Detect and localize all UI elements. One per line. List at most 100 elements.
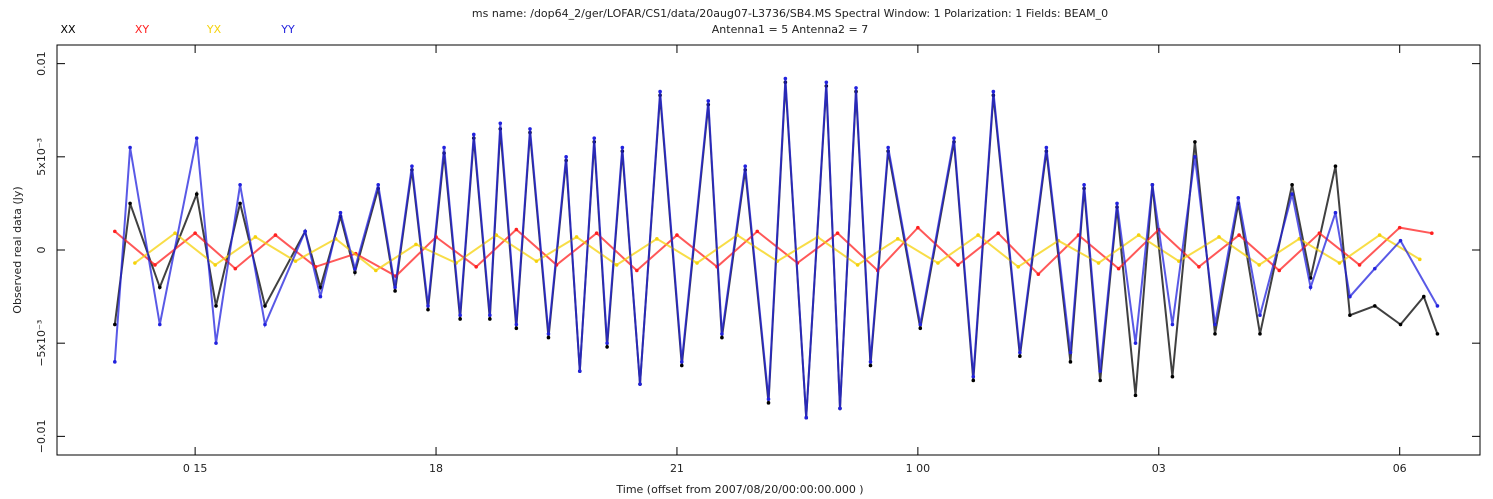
data-point xyxy=(614,263,619,267)
data-point xyxy=(1197,264,1201,269)
data-point xyxy=(868,363,873,368)
x-tick-label: 06 xyxy=(1393,462,1407,475)
data-point xyxy=(128,145,132,150)
data-point xyxy=(133,261,137,265)
data-point xyxy=(574,235,579,239)
x-tick-label: 21 xyxy=(670,462,684,475)
data-point xyxy=(1417,257,1422,262)
data-point xyxy=(594,231,599,236)
data-point xyxy=(952,136,956,140)
data-point xyxy=(835,231,840,236)
data-point xyxy=(528,127,532,131)
data-point xyxy=(471,132,476,137)
data-point xyxy=(592,136,597,140)
data-point xyxy=(895,237,900,241)
data-point xyxy=(494,233,499,237)
data-point xyxy=(113,229,117,234)
data-point xyxy=(1377,233,1382,237)
data-point xyxy=(918,322,923,327)
data-point xyxy=(393,289,397,293)
data-point xyxy=(514,227,519,232)
x-axis-label: Time (offset from 2007/08/20/00:00:00.00… xyxy=(615,483,863,496)
data-point xyxy=(720,332,724,336)
y-axis-label: Observed real data (Jy) xyxy=(11,186,24,313)
data-point xyxy=(263,304,267,308)
data-point xyxy=(474,264,478,269)
data-point xyxy=(313,264,318,269)
data-point xyxy=(514,322,519,327)
data-point xyxy=(1133,393,1138,398)
data-point xyxy=(755,229,760,234)
data-point xyxy=(605,345,609,349)
data-point xyxy=(293,259,298,263)
data-point xyxy=(706,99,711,103)
data-point xyxy=(338,210,343,215)
data-point xyxy=(1257,263,1261,267)
data-point xyxy=(534,259,539,263)
data-point xyxy=(488,317,492,321)
data-point xyxy=(1333,210,1338,215)
legend-label: YY xyxy=(280,23,295,36)
data-point xyxy=(1150,182,1155,187)
data-point xyxy=(1277,268,1282,273)
data-point xyxy=(766,397,771,401)
data-point xyxy=(918,326,923,331)
data-point xyxy=(1258,332,1262,336)
chart-title: ms name: /dop64_2/ger/LOFAR/CS1/data/20a… xyxy=(472,7,1108,20)
data-point xyxy=(318,294,323,299)
data-point xyxy=(1333,164,1338,168)
data-point xyxy=(546,335,551,340)
data-point xyxy=(353,270,357,275)
legend-label: YX xyxy=(206,23,222,36)
data-point xyxy=(577,369,582,373)
data-point xyxy=(1397,225,1402,230)
data-point xyxy=(679,363,684,368)
data-point xyxy=(1018,354,1022,359)
series-line xyxy=(113,78,1439,418)
data-point xyxy=(393,285,397,290)
data-point xyxy=(1044,145,1049,150)
data-point xyxy=(679,360,684,364)
data-point xyxy=(153,263,157,267)
data-point xyxy=(238,201,242,206)
data-point xyxy=(263,322,267,327)
data-point xyxy=(936,261,940,265)
data-point xyxy=(1213,332,1217,336)
data-point xyxy=(318,285,323,290)
data-point xyxy=(1357,263,1362,267)
data-point xyxy=(1068,360,1073,364)
data-point xyxy=(620,145,625,150)
data-point xyxy=(886,145,890,150)
x-tick-label: 1 00 xyxy=(906,462,931,475)
x-tick-label: 0 15 xyxy=(183,462,208,475)
data-point xyxy=(273,233,278,237)
data-point xyxy=(655,237,659,241)
data-point xyxy=(1308,285,1313,290)
data-point xyxy=(1133,341,1138,345)
data-point xyxy=(1398,238,1403,243)
data-point xyxy=(1435,332,1440,336)
data-point xyxy=(113,360,117,364)
data-point xyxy=(1193,140,1197,144)
data-point xyxy=(1373,266,1377,271)
data-point xyxy=(1290,182,1294,187)
data-point xyxy=(956,263,960,267)
data-point xyxy=(675,233,679,237)
data-point xyxy=(1213,322,1217,327)
data-point xyxy=(1193,155,1197,159)
data-point xyxy=(804,415,809,420)
y-tick-label: 0.01 xyxy=(35,51,48,76)
data-point xyxy=(376,182,381,187)
data-point xyxy=(1170,374,1175,379)
data-point xyxy=(1258,313,1262,318)
data-point xyxy=(564,155,568,159)
data-point xyxy=(996,231,1000,236)
data-point xyxy=(1348,294,1352,299)
data-point xyxy=(976,233,980,237)
data-point xyxy=(238,182,242,187)
data-point xyxy=(1018,350,1022,355)
data-point xyxy=(971,378,976,383)
data-point xyxy=(498,121,503,126)
data-point xyxy=(193,231,197,236)
